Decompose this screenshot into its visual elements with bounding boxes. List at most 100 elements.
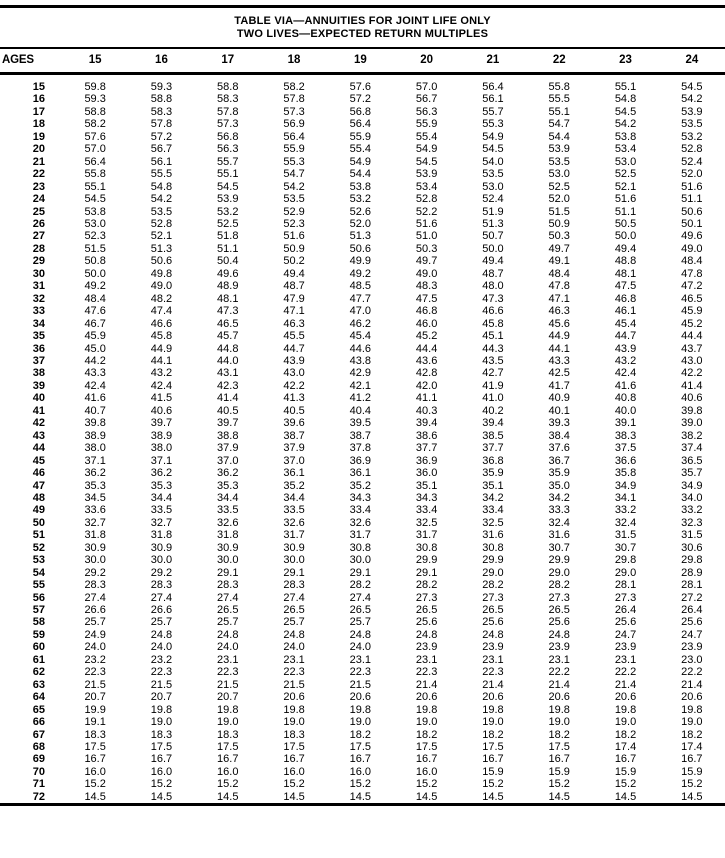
table-row: 63 21.5 21.5 21.5 21.5 21.5 21.4 21.4 21.4 21.4 21… <box>0 679 725 691</box>
multiple-cell: 50.3 <box>415 242 438 255</box>
multiple-cell: 53.4 <box>415 180 438 193</box>
multiple-cell: 16.7 <box>415 753 438 766</box>
multiple-cell: 57.2 <box>150 130 173 143</box>
multiple-cell: 49.2 <box>349 267 372 280</box>
multiple-cell: 14.5 <box>84 790 106 803</box>
multiple-cell: 33.6 <box>84 504 106 517</box>
multiple-cell: 28.3 <box>84 579 106 592</box>
multiple-cell: 20.6 <box>283 691 305 704</box>
multiple-cell: 57.3 <box>217 118 239 131</box>
table-row: 47 35.3 35.3 35.3 35.2 35.2 35.1 35.1 35.0 34.9 34… <box>0 480 725 492</box>
multiple-cell: 28.2 <box>548 579 570 592</box>
multiple-cell: 33.5 <box>283 504 305 517</box>
multiple-cell: 23.1 <box>548 653 570 666</box>
multiple-cell: 35.2 <box>349 479 372 492</box>
multiple-cell: 28.3 <box>150 579 173 592</box>
multiple-cell: 47.3 <box>217 305 239 318</box>
multiple-cell: 23.1 <box>349 653 372 666</box>
multiple-cell: 52.1 <box>150 230 173 243</box>
multiple-cell: 25.7 <box>283 616 305 629</box>
multiple-cell: 26.5 <box>349 604 372 617</box>
table-row: 64 20.7 20.7 20.7 20.6 20.6 20.6 20.6 20.6 20.6 20… <box>0 691 725 703</box>
multiple-cell: 44.4 <box>415 342 438 355</box>
multiple-cell: 36.2 <box>217 467 239 480</box>
multiple-cell: 19.8 <box>150 703 173 716</box>
multiple-cell: 56.4 <box>482 81 504 93</box>
table-row: 33 47.6 47.4 47.3 47.1 47.0 46.8 46.6 46.3 46.1 45… <box>0 305 725 317</box>
row-age-label: 36 <box>32 342 45 355</box>
row-age-label: 65 <box>32 703 45 716</box>
multiple-cell: 39.7 <box>217 417 239 430</box>
multiple-cell: 55.3 <box>482 118 504 131</box>
multiple-cell: 26.5 <box>217 604 239 617</box>
multiple-cell: 23.9 <box>482 641 504 654</box>
multiple-cell: 37.5 <box>614 442 637 455</box>
multiple-cell: 54.5 <box>415 155 438 168</box>
multiple-cell: 42.4 <box>84 379 106 392</box>
multiple-cell: 24.8 <box>482 628 504 641</box>
table-row: 40 41.6 41.5 41.4 41.3 41.2 41.1 41.0 40.9 40.8 40… <box>0 392 725 404</box>
multiple-cell: 29.1 <box>283 566 305 579</box>
multiple-cell: 40.9 <box>548 392 570 405</box>
multiple-cell: 15.2 <box>150 778 173 791</box>
table-header: AGES 15 16 17 18 19 20 21 22 23 24 <box>0 49 725 72</box>
multiple-cell: 48.7 <box>482 267 504 280</box>
multiple-cell: 50.6 <box>349 242 372 255</box>
row-age-label: 42 <box>32 417 45 430</box>
multiple-cell: 48.3 <box>415 280 438 293</box>
multiple-cell: 46.3 <box>548 305 570 318</box>
table-row: 59 24.9 24.8 24.8 24.8 24.8 24.8 24.8 24.8 24.7 24… <box>0 629 725 641</box>
multiple-cell: 43.1 <box>217 367 239 380</box>
multiple-cell: 32.6 <box>217 516 239 529</box>
multiple-cell: 53.5 <box>150 205 173 218</box>
multiple-cell: 15.2 <box>84 778 106 791</box>
multiple-cell: 49.4 <box>482 255 504 268</box>
multiple-cell: 34.4 <box>150 491 173 504</box>
table-row: 50 32.7 32.7 32.6 32.6 32.6 32.5 32.5 32.4 32.4 32… <box>0 517 725 529</box>
multiple-cell: 51.3 <box>349 230 372 243</box>
multiple-cell: 45.2 <box>681 317 703 330</box>
table-row: 31 49.2 49.0 48.9 48.7 48.5 48.3 48.0 47.8 47.5 47… <box>0 280 725 292</box>
multiple-cell: 45.1 <box>482 330 504 343</box>
row-age-label: 60 <box>32 641 45 654</box>
multiple-cell: 31.5 <box>614 529 637 542</box>
multiple-cell: 31.6 <box>482 529 504 542</box>
multiple-cell: 46.7 <box>84 317 106 330</box>
table-row: 49 33.6 33.5 33.5 33.5 33.4 33.4 33.4 33.3 33.2 33… <box>0 504 725 516</box>
multiple-cell: 16.7 <box>349 753 372 766</box>
multiple-cell: 38.5 <box>482 429 504 442</box>
multiple-cell: 39.7 <box>150 417 173 430</box>
multiple-cell: 33.3 <box>548 504 570 517</box>
multiple-cell: 30.9 <box>217 541 239 554</box>
title-separator-rule <box>0 47 725 49</box>
multiple-cell: 36.0 <box>415 467 438 480</box>
multiple-cell: 37.1 <box>84 454 106 467</box>
multiple-cell: 14.5 <box>681 790 703 803</box>
multiple-cell: 51.8 <box>217 230 239 243</box>
multiple-cell: 54.5 <box>482 143 504 156</box>
multiple-cell: 39.3 <box>548 417 570 430</box>
table-row: 58 25.7 25.7 25.7 25.7 25.7 25.6 25.6 25.6 25.6 25… <box>0 616 725 628</box>
multiple-cell: 50.0 <box>84 267 106 280</box>
table-row: 62 22.3 22.3 22.3 22.3 22.3 22.3 22.3 22.2 22.2 22… <box>0 666 725 678</box>
multiple-cell: 27.2 <box>681 591 703 604</box>
table-row: 52 30.9 30.9 30.9 30.9 30.8 30.8 30.8 30.7 30.7 30… <box>0 542 725 554</box>
multiple-cell: 48.8 <box>614 255 637 268</box>
multiple-cell: 52.5 <box>217 217 239 230</box>
multiple-cell: 23.9 <box>614 641 637 654</box>
multiple-cell: 43.9 <box>614 342 637 355</box>
multiple-cell: 51.3 <box>150 242 173 255</box>
table-row: 57 26.6 26.6 26.5 26.5 26.5 26.5 26.5 26.5 26.4 26… <box>0 604 725 616</box>
multiple-cell: 32.7 <box>84 516 106 529</box>
multiple-cell: 42.9 <box>349 367 372 380</box>
multiple-cell: 30.8 <box>482 541 504 554</box>
multiple-cell: 21.4 <box>614 678 637 691</box>
multiple-cell: 34.1 <box>614 491 637 504</box>
multiple-cell: 29.2 <box>84 566 106 579</box>
multiple-cell: 38.0 <box>150 442 173 455</box>
multiple-cell: 25.6 <box>482 616 504 629</box>
table-row: 54 29.2 29.2 29.1 29.1 29.1 29.1 29.0 29.0 29.0 28… <box>0 567 725 579</box>
multiple-cell: 43.8 <box>349 354 372 367</box>
multiple-cell: 38.9 <box>84 429 106 442</box>
row-age-label: 70 <box>32 765 45 778</box>
